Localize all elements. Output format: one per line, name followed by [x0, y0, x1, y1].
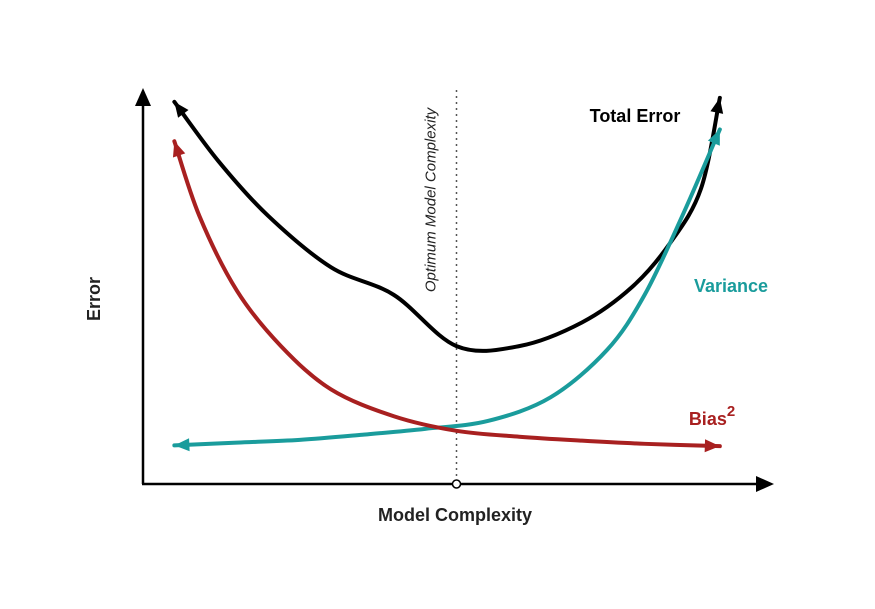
arrow-start-bias2-icon	[172, 141, 186, 158]
arrow-end-variance-icon	[707, 129, 720, 146]
optimum-label: Optimum Model Complexity	[423, 106, 440, 292]
series-label-superscript-bias2: 2	[727, 403, 735, 420]
optimum-point	[451, 479, 462, 489]
arrow-start-variance-icon	[174, 438, 190, 452]
series-label-variance: Variance	[694, 276, 768, 296]
y-axis-label: Error	[84, 277, 104, 321]
x-axis-label: Model Complexity	[378, 505, 532, 525]
series-layer: Total Error Variance Bias2	[172, 95, 768, 453]
x-axis-arrow-icon	[756, 476, 774, 492]
arrow-start-total-error-icon	[174, 101, 189, 118]
arrow-end-total-error-icon	[710, 97, 724, 114]
series-label-text-bias2: Bias	[689, 409, 727, 429]
series-line-variance	[172, 127, 722, 448]
y-axis-arrow-icon	[135, 88, 151, 106]
arrow-end-bias2-icon	[704, 439, 720, 453]
series-label-bias2: Bias2	[689, 403, 735, 429]
series-label-total-error: Total Error	[590, 106, 681, 126]
series-line-total-error	[172, 95, 722, 353]
series-label-text-variance: Variance	[694, 276, 768, 296]
series-label-text-total-error: Total Error	[590, 106, 681, 126]
series-line-bias2	[172, 139, 722, 449]
